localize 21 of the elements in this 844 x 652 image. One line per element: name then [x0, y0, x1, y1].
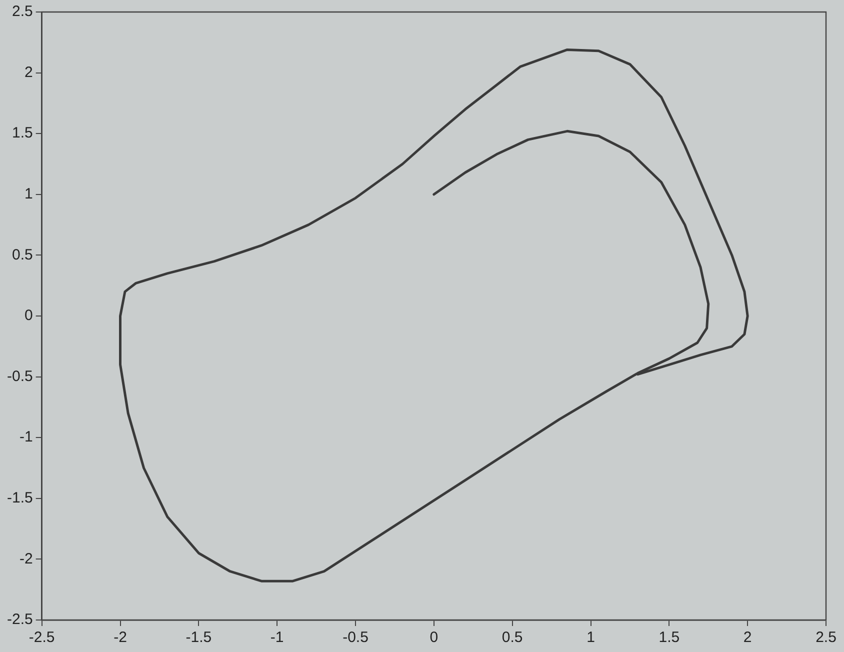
x-tick-label: -1.5 [186, 629, 212, 646]
x-tick-label: 0 [430, 629, 438, 646]
y-tick-label: 2 [24, 64, 33, 81]
y-tick-label: -1 [20, 428, 33, 446]
y-tick-label: -0.5 [6, 368, 33, 385]
y-tick-label: -2 [20, 550, 33, 568]
x-tick-label: -0.5 [342, 629, 368, 646]
x-tick-label: 1.5 [658, 629, 680, 646]
y-tick-label: 1 [24, 186, 33, 203]
x-tick-label: 1 [586, 629, 595, 646]
x-tick-label: -1 [270, 629, 284, 646]
y-tick-label: 1.5 [12, 124, 33, 142]
x-tick-label: 0.5 [502, 629, 523, 646]
x-tick-label: 2 [743, 629, 752, 646]
y-tick-label: -2.5 [6, 611, 33, 628]
x-tick-label: -2 [114, 629, 127, 646]
y-tick-label: 0 [24, 307, 33, 324]
y-tick-label: 0.5 [12, 246, 33, 264]
x-tick-label: 2.5 [816, 629, 836, 646]
y-tick-label: 2.5 [12, 3, 33, 20]
y-tick-label: -1.5 [6, 490, 33, 507]
